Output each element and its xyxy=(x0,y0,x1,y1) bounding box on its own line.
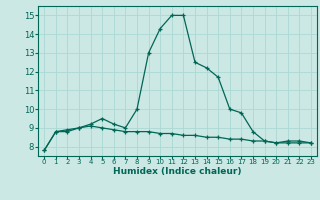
X-axis label: Humidex (Indice chaleur): Humidex (Indice chaleur) xyxy=(113,167,242,176)
